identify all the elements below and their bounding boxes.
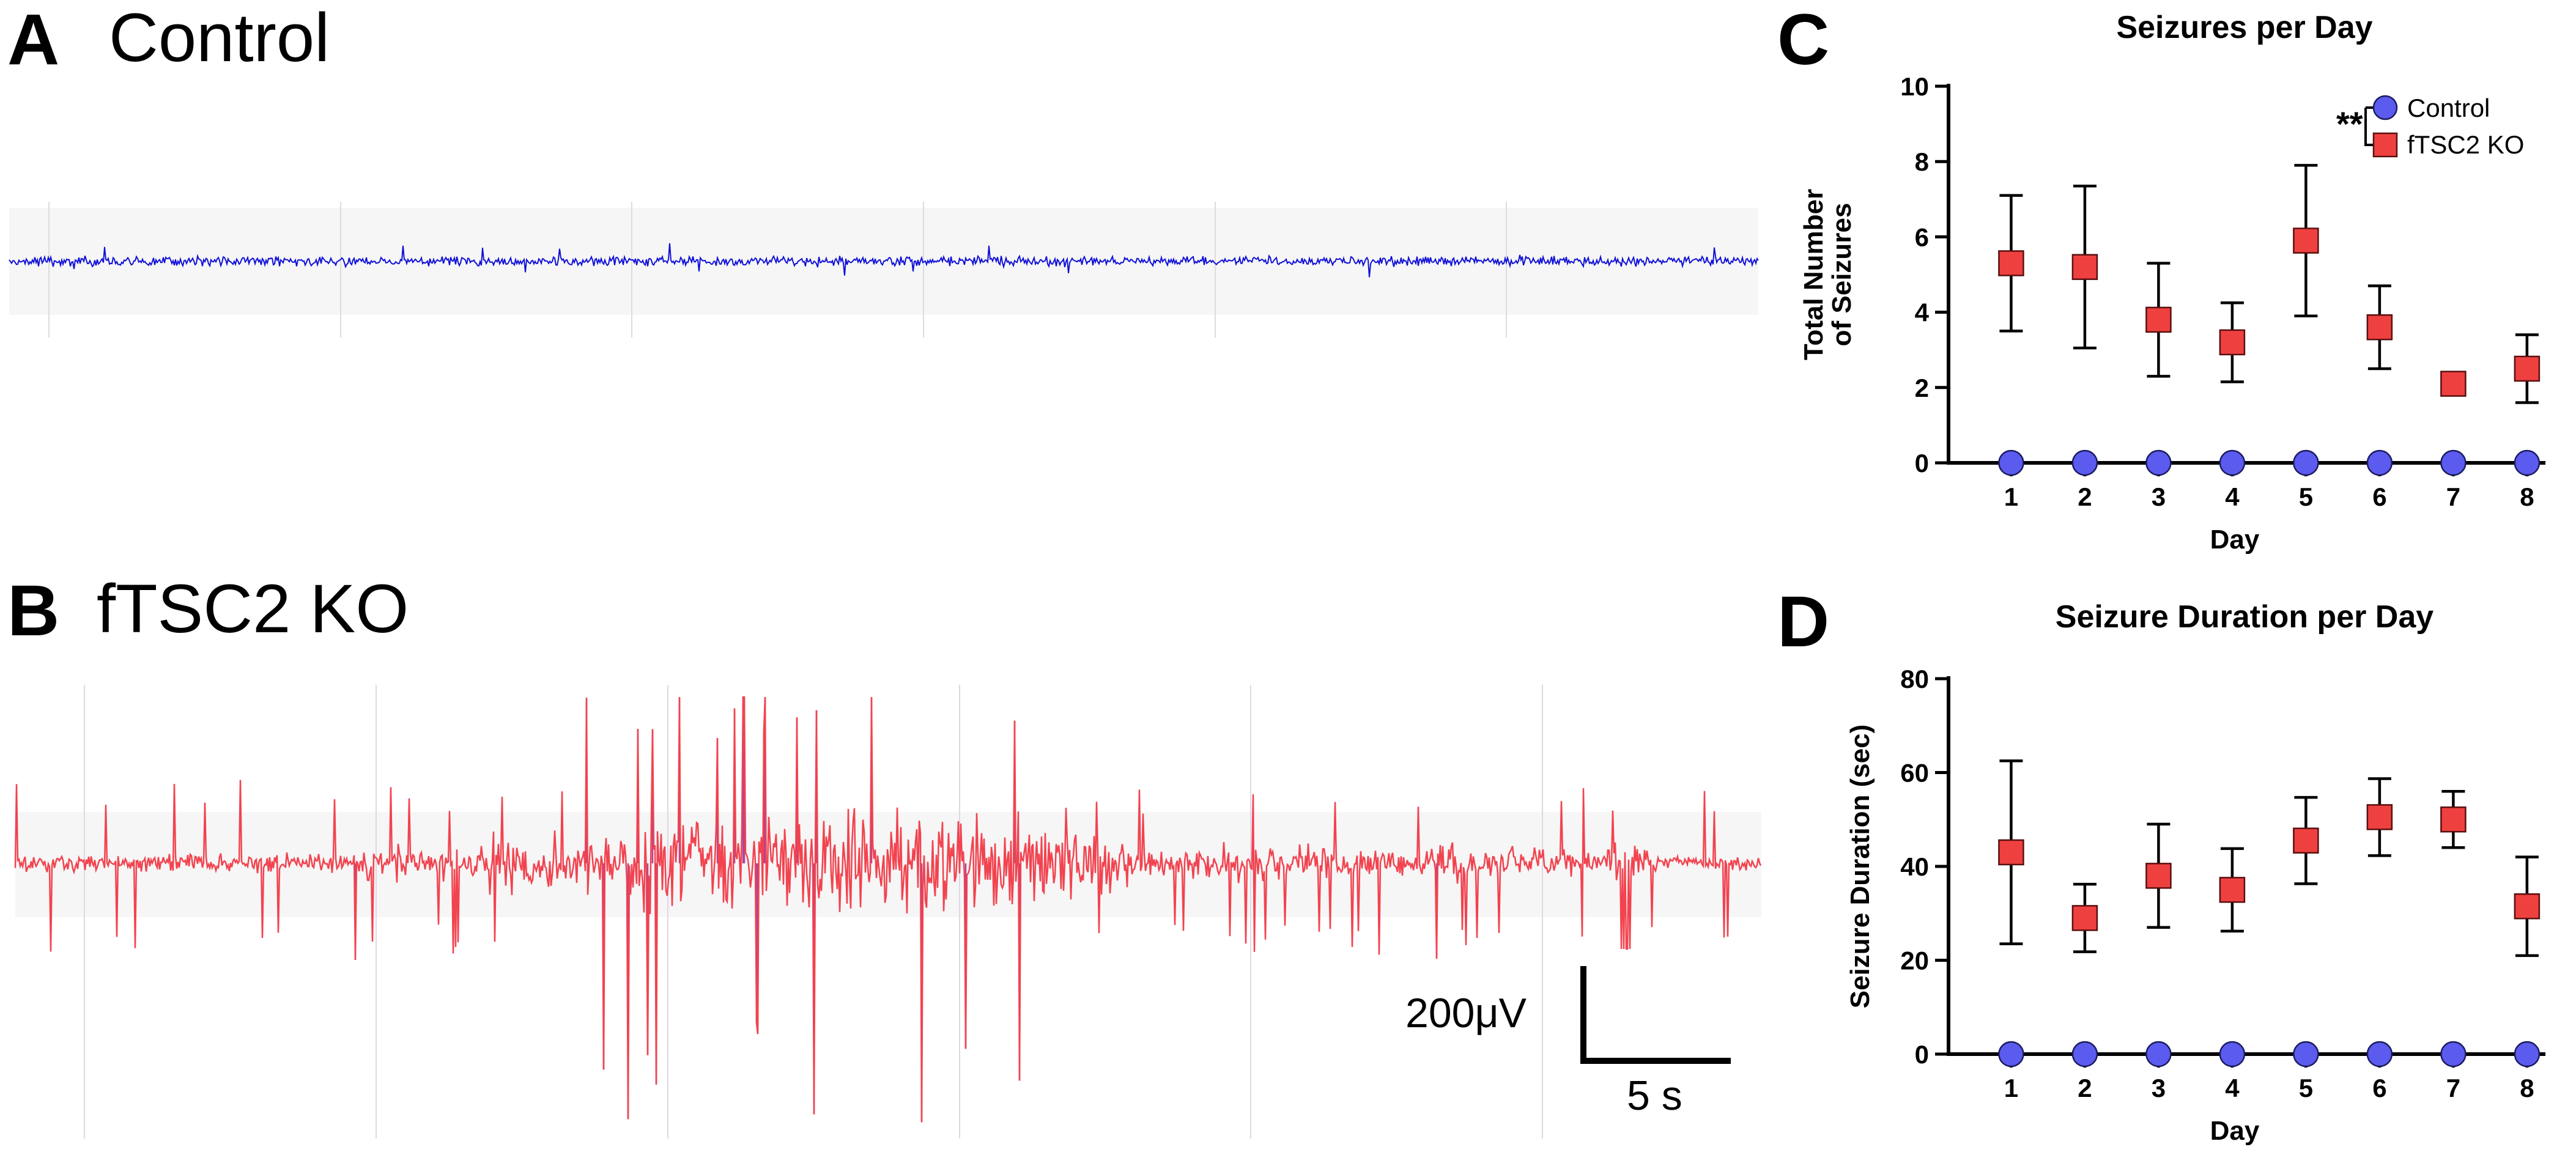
y-tick-label: 80 [1900, 665, 1929, 693]
significance-marker: ** [2336, 105, 2363, 143]
legend-ko-label: fTSC2 KO [2407, 130, 2524, 159]
ko-point [2145, 863, 2172, 889]
panel-a-letter: A [7, 0, 60, 80]
legend-ko-marker [2372, 132, 2398, 158]
control-trace-gridlines [48, 202, 1507, 338]
control-point [2145, 1041, 2172, 1068]
x-axis-label: Day [2210, 1116, 2260, 1146]
panel-b-letter: B [7, 570, 60, 651]
x-tick-label: 7 [2446, 1074, 2460, 1102]
y-tick-label: 0 [1915, 449, 1929, 478]
ko-point [2293, 227, 2319, 254]
y-tick-label: 60 [1900, 759, 1929, 788]
x-tick-label: 4 [2225, 482, 2240, 511]
x-tick-label: 6 [2372, 1074, 2386, 1102]
x-tick-label: 6 [2372, 482, 2386, 511]
y-tick-label: 0 [1915, 1040, 1929, 1069]
control-point [2071, 449, 2098, 476]
x-tick-label: 7 [2446, 482, 2460, 511]
chart-title: Seizure Duration per Day [2056, 599, 2434, 635]
ko-point [2514, 893, 2541, 920]
ko-point [1998, 250, 2024, 276]
y-tick-label: 10 [1900, 72, 1929, 101]
y-tick-label: 4 [1915, 298, 1930, 327]
ko-point [2071, 254, 2098, 280]
x-tick-label: 2 [2078, 1074, 2092, 1102]
control-eeg-trace [9, 243, 1759, 278]
ko-point [2366, 314, 2393, 341]
chart-seizure-duration: Seizure Duration per Day 0 20 40 60 80 1 2 3 4 5 6 7… [1845, 599, 2545, 1146]
x-tick-label: 2 [2078, 482, 2092, 511]
ko-point [2219, 329, 2246, 356]
control-point [2514, 449, 2541, 476]
x-tick-label: 1 [2004, 482, 2018, 511]
scale-bar: 200μV 5 s [1405, 966, 1731, 1119]
control-point [2145, 449, 2172, 476]
ko-point [2440, 371, 2467, 397]
y-tick-label: 20 [1900, 947, 1929, 975]
scale-bar-amplitude-label: 200μV [1405, 990, 1527, 1036]
panel-c-letter: C [1777, 0, 1830, 80]
y-axis-label: Seizure Duration (sec) [1845, 725, 1875, 1009]
x-tick-label: 3 [2152, 1074, 2166, 1102]
control-point [2366, 1041, 2393, 1068]
ko-point [2219, 877, 2246, 903]
x-tick-label: 5 [2299, 482, 2313, 511]
x-tick-label: 8 [2520, 482, 2534, 511]
legend-control-label: Control [2407, 94, 2490, 122]
ko-point [1998, 839, 2024, 866]
x-tick-label: 1 [2004, 1074, 2018, 1102]
y-tick-label: 8 [1915, 147, 1929, 176]
control-point [2514, 1041, 2541, 1068]
control-point [1998, 1041, 2024, 1068]
control-point [2293, 449, 2319, 476]
ko-point [2440, 806, 2467, 833]
y-tick-label: 6 [1915, 223, 1929, 251]
scale-bar-time-label: 5 s [1627, 1072, 1682, 1119]
x-tick-label: 4 [2225, 1074, 2240, 1102]
y-axis-label: of Seizures [1827, 203, 1857, 347]
control-point [2366, 449, 2393, 476]
control-point [2219, 449, 2246, 476]
ko-eeg-trace [14, 696, 1762, 1123]
control-point [1998, 449, 2024, 476]
y-axis-label: Total Number [1799, 189, 1829, 360]
ko-point [2071, 905, 2098, 931]
ko-point [2366, 804, 2393, 830]
panel-a-title: Control [109, 0, 330, 76]
panel-b-title: fTSC2 KO [97, 570, 409, 647]
control-point [2440, 449, 2467, 476]
legend-control-marker [2372, 95, 2398, 120]
y-tick-label: 2 [1915, 374, 1929, 402]
control-point [2071, 1041, 2098, 1068]
ko-point [2293, 827, 2319, 854]
chart-c-legend: Control fTSC2 KO ** [2336, 94, 2524, 159]
x-tick-label: 8 [2520, 1074, 2534, 1102]
ko-point [2145, 306, 2172, 333]
x-axis-label: Day [2210, 525, 2260, 555]
ko-trace-gridlines [84, 685, 1543, 1138]
significance-bracket [2364, 106, 2373, 146]
panel-d-letter: D [1777, 581, 1830, 662]
control-point [2440, 1041, 2467, 1068]
control-point [2219, 1041, 2246, 1068]
y-tick-label: 40 [1900, 852, 1929, 881]
x-tick-label: 3 [2152, 482, 2166, 511]
x-tick-label: 5 [2299, 1074, 2313, 1102]
control-point [2293, 1041, 2319, 1068]
ko-point [2514, 355, 2541, 382]
eeg-traces: 200μV 5 s [9, 202, 1762, 1138]
chart-title: Seizures per Day [2116, 10, 2372, 45]
